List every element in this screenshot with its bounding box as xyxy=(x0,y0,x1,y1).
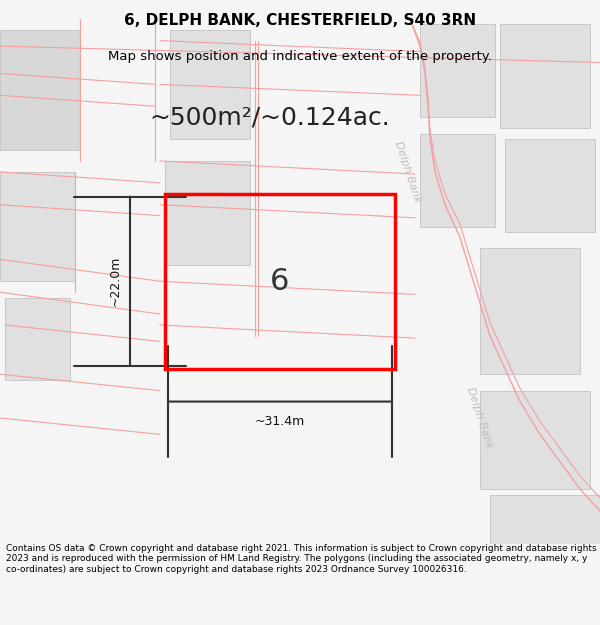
Text: ~500m²/~0.124ac.: ~500m²/~0.124ac. xyxy=(149,105,391,129)
Text: 6: 6 xyxy=(271,267,290,296)
Text: ~31.4m: ~31.4m xyxy=(255,415,305,428)
Text: Delph Bank: Delph Bank xyxy=(394,140,422,204)
Bar xyxy=(165,194,395,369)
Bar xyxy=(500,24,590,128)
Bar xyxy=(505,139,595,232)
Bar xyxy=(480,248,580,374)
Bar xyxy=(420,134,495,226)
Text: Delph Bank: Delph Bank xyxy=(466,386,494,450)
Bar xyxy=(165,161,250,265)
Text: Contains OS data © Crown copyright and database right 2021. This information is : Contains OS data © Crown copyright and d… xyxy=(6,544,596,574)
Text: 6, DELPH BANK, CHESTERFIELD, S40 3RN: 6, DELPH BANK, CHESTERFIELD, S40 3RN xyxy=(124,12,476,28)
Bar xyxy=(420,24,495,118)
Bar xyxy=(170,29,250,139)
Bar xyxy=(5,298,70,379)
Bar xyxy=(490,494,600,544)
Bar xyxy=(0,29,80,150)
Text: Map shows position and indicative extent of the property.: Map shows position and indicative extent… xyxy=(108,51,492,63)
Bar xyxy=(0,172,75,281)
Bar xyxy=(480,391,590,489)
Text: ~22.0m: ~22.0m xyxy=(109,256,122,306)
